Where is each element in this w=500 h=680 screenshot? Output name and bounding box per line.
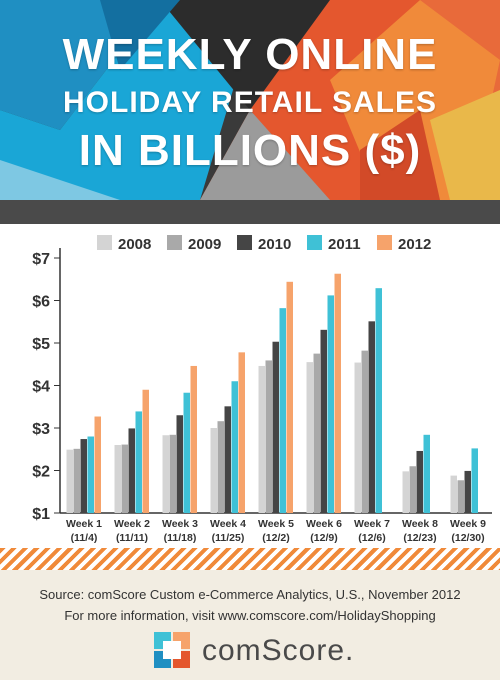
x-tick-label: Week 6 [306,518,342,530]
y-tick-label: $6 [32,294,50,311]
x-tick-sublabel: (12/9) [310,532,337,544]
legend-swatch-2009 [167,235,182,250]
comscore-logo-text: comScore. [202,634,355,667]
x-tick-label: Week 4 [210,518,246,530]
x-tick-sublabel: (11/4) [71,532,98,544]
title-line-1: WEEKLY ONLINE [62,30,438,79]
x-tick-label: Week 2 [114,518,150,530]
more-info-note: For more information, visit www.comscore… [64,608,436,623]
x-tick-label: Week 1 [66,518,102,530]
legend-swatch-2010 [237,235,252,250]
x-tick-sublabel: (11/18) [164,532,197,544]
title-line-3: IN BILLIONS ($) [78,126,422,175]
y-tick-label: $2 [32,464,50,481]
bar-2012-week-1 [94,416,101,513]
comscore-logo-icon [154,632,190,668]
legend-label-2012: 2012 [398,236,431,253]
bar-2010-week-5 [272,341,279,513]
bar-2008-week-3 [162,435,169,513]
bar-2010-week-7 [368,321,375,513]
legend-label-2008: 2008 [118,236,151,253]
bar-2009-week-3 [169,434,176,513]
legend-label-2009: 2009 [188,236,221,253]
legend-swatch-2011 [307,235,322,250]
legend-label-2011: 2011 [328,236,361,253]
bar-2012-week-3 [190,365,197,513]
bar-2012-week-2 [142,389,149,513]
y-tick-label: $4 [32,379,50,396]
y-tick-label: $5 [32,336,50,353]
bar-2008-week-2 [114,445,121,513]
bar-2008-week-5 [258,365,265,513]
bar-2008-week-6 [306,362,313,513]
header-banner: WEEKLY ONLINE HOLIDAY RETAIL SALES IN BI… [0,0,500,200]
bar-2012-week-6 [334,273,341,513]
bar-2010-week-9 [464,470,471,513]
bar-2010-week-8 [416,450,423,513]
bar-2008-week-8 [402,471,409,513]
y-tick-label: $7 [32,251,50,268]
x-tick-label: Week 3 [162,518,198,530]
x-tick-sublabel: (12/30) [451,532,484,544]
bar-2011-week-3 [183,392,190,513]
x-tick-label: Week 7 [354,518,390,530]
bar-2008-week-9 [450,475,457,513]
legend-swatch-2012 [377,235,392,250]
bar-2009-week-2 [121,444,128,513]
bar-2012-week-4 [238,352,245,513]
x-tick-sublabel: (12/2) [262,532,289,544]
legend-label-2010: 2010 [258,236,291,253]
y-tick-label: $3 [32,421,50,438]
bar-2011-week-8 [423,434,430,513]
comscore-logo: comScore. [150,628,360,672]
bar-2008-week-7 [354,362,361,513]
bar-2009-week-1 [73,448,80,513]
bar-2010-week-3 [176,415,183,513]
x-tick-label: Week 9 [450,518,486,530]
x-tick-label: Week 8 [402,518,438,530]
bar-2009-week-5 [265,360,272,513]
bar-2011-week-9 [471,448,478,513]
bar-2011-week-7 [375,288,382,513]
x-tick-sublabel: (12/6) [358,532,385,544]
geometric-background [0,0,500,200]
header-divider-band [0,200,500,224]
x-tick-sublabel: (12/23) [403,532,436,544]
x-tick-sublabel: (11/11) [116,532,148,544]
footer: Source: comScore Custom e-Commerce Analy… [0,570,500,680]
bar-2012-week-5 [286,281,293,513]
bar-2010-week-1 [80,439,87,513]
bar-2009-week-9 [457,480,464,513]
source-note: Source: comScore Custom e-Commerce Analy… [39,587,461,602]
bar-2011-week-5 [279,308,286,513]
x-tick-sublabel: (11/25) [212,532,245,544]
bar-2009-week-7 [361,350,368,513]
bar-2008-week-1 [66,449,73,513]
bar-2011-week-1 [87,436,94,513]
bar-2010-week-4 [224,406,231,513]
title-line-2: HOLIDAY RETAIL SALES [63,86,437,119]
legend-swatch-2008 [97,235,112,250]
bar-2008-week-4 [210,428,217,513]
striped-divider [0,548,500,570]
bar-2010-week-2 [128,428,135,513]
bar-2009-week-8 [409,466,416,513]
bar-2011-week-4 [231,381,238,513]
bar-2009-week-6 [313,353,320,513]
y-tick-label: $1 [32,506,50,523]
x-tick-label: Week 5 [258,518,294,530]
bar-2009-week-4 [217,421,224,513]
bar-2011-week-2 [135,411,142,513]
bar-2011-week-6 [327,295,334,513]
bar-chart: $1 $2 $3 $4 $5 $6 $7 2008 2009 2010 2011 2012 Week 1… [32,235,492,544]
bar-2010-week-6 [320,329,327,513]
